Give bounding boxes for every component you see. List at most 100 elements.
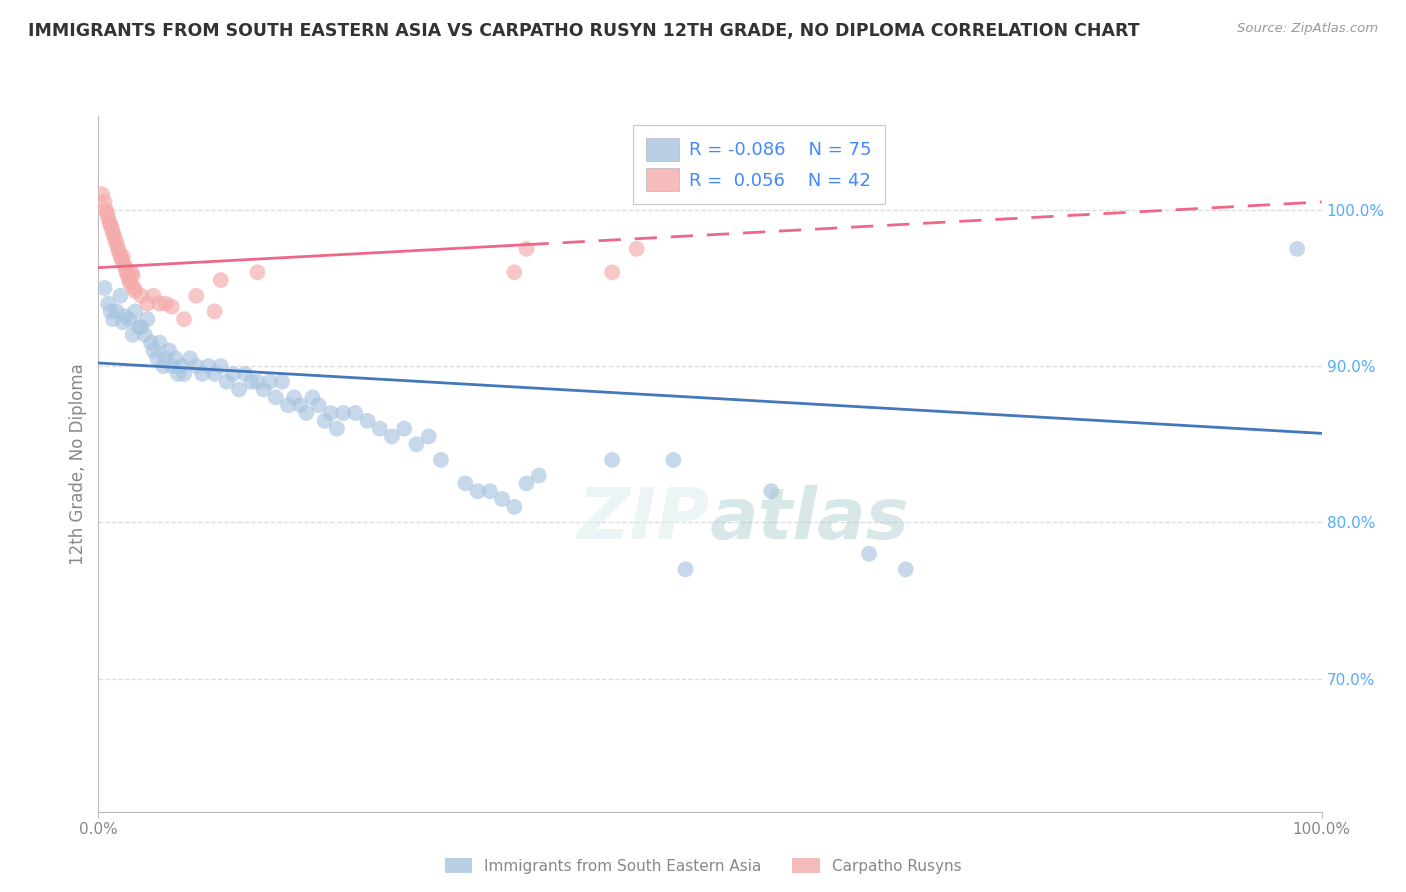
Point [858, 547, 880, 561]
Point [142, 343, 165, 358]
Point [100, 304, 122, 318]
Point [527, 468, 550, 483]
Point [111, 315, 134, 329]
Legend: Immigrants from South Eastern Asia, Carpatho Rusyns: Immigrants from South Eastern Asia, Carp… [439, 852, 967, 880]
Point [600, 453, 623, 467]
Point [129, 320, 152, 334]
Point [160, 359, 183, 373]
Point [101, 312, 124, 326]
Point [121, 268, 143, 283]
Point [146, 351, 169, 366]
Point [368, 422, 391, 436]
Legend: R = -0.086    N = 75, R =  0.056    N = 42: R = -0.086 N = 75, R = 0.056 N = 42 [634, 125, 884, 204]
Point [626, 242, 648, 256]
Point [295, 406, 318, 420]
Point [167, 367, 190, 381]
Point [283, 391, 305, 405]
Point [136, 296, 159, 310]
Point [111, 252, 134, 267]
Point [301, 391, 323, 405]
Point [326, 422, 349, 436]
Point [454, 476, 477, 491]
Point [155, 351, 177, 366]
Point [179, 351, 201, 366]
Point [186, 289, 208, 303]
Y-axis label: 12th Grade, No Diploma: 12th Grade, No Diploma [69, 363, 87, 565]
Point [675, 562, 697, 576]
Point [191, 367, 214, 381]
Point [165, 351, 187, 366]
Point [430, 453, 453, 467]
Point [319, 406, 342, 420]
Point [215, 375, 238, 389]
Point [112, 258, 135, 272]
Point [104, 234, 127, 248]
Point [93, 281, 115, 295]
Point [97, 211, 120, 225]
Point [418, 429, 440, 443]
Point [381, 429, 404, 443]
Point [160, 300, 183, 314]
Point [115, 265, 138, 279]
Text: atlas: atlas [710, 485, 910, 554]
Point [124, 284, 146, 298]
Point [332, 406, 354, 420]
Point [246, 265, 269, 279]
Point [93, 194, 115, 209]
Point [96, 206, 118, 220]
Point [100, 219, 122, 233]
Point [173, 312, 195, 326]
Point [118, 273, 141, 287]
Point [98, 215, 121, 229]
Point [129, 289, 152, 303]
Point [157, 343, 180, 358]
Point [515, 476, 537, 491]
Point [121, 327, 143, 342]
Point [186, 359, 208, 373]
Point [515, 242, 537, 256]
Point [111, 250, 134, 264]
Point [1286, 242, 1309, 256]
Point [405, 437, 427, 451]
Point [105, 237, 128, 252]
Point [120, 277, 142, 291]
Point [152, 359, 174, 373]
Point [894, 562, 917, 576]
Point [97, 296, 120, 310]
Point [259, 375, 281, 389]
Point [117, 268, 139, 283]
Point [122, 281, 145, 295]
Point [209, 359, 232, 373]
Point [107, 242, 129, 256]
Point [246, 375, 269, 389]
Point [252, 383, 274, 397]
Point [124, 304, 146, 318]
Point [105, 304, 128, 318]
Point [264, 391, 287, 405]
Point [118, 312, 141, 326]
Point [149, 335, 172, 350]
Point [114, 309, 136, 323]
Text: ZIP: ZIP [578, 485, 710, 554]
Point [662, 453, 685, 467]
Point [91, 187, 114, 202]
Point [240, 375, 263, 389]
Point [101, 221, 124, 235]
Point [467, 484, 489, 499]
Text: IMMIGRANTS FROM SOUTH EASTERN ASIA VS CARPATHO RUSYN 12TH GRADE, NO DIPLOMA CORR: IMMIGRANTS FROM SOUTH EASTERN ASIA VS CA… [28, 22, 1140, 40]
Point [120, 265, 142, 279]
Point [277, 398, 299, 412]
Point [204, 304, 226, 318]
Point [503, 265, 526, 279]
Point [344, 406, 367, 420]
Point [101, 226, 124, 240]
Text: Source: ZipAtlas.com: Source: ZipAtlas.com [1237, 22, 1378, 36]
Point [478, 484, 501, 499]
Point [270, 375, 294, 389]
Point [233, 367, 256, 381]
Point [222, 367, 245, 381]
Point [204, 367, 226, 381]
Point [108, 244, 131, 259]
Point [197, 359, 219, 373]
Point [110, 250, 132, 264]
